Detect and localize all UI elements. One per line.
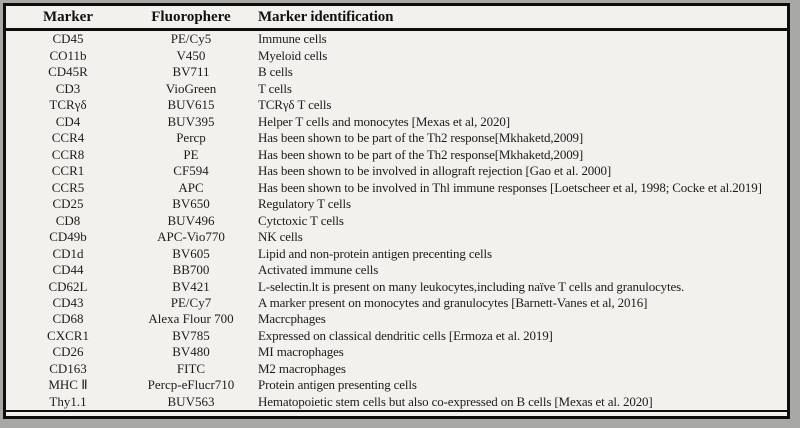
fluorophore-cell: BV711 [172, 64, 210, 80]
fluorophore-cell: PE/Cy7 [170, 294, 212, 310]
table-row: CCR8 PE Has been shown to be part of the… [6, 146, 787, 162]
marker-cell: CCR5 [51, 179, 85, 195]
marker-cell: CD4 [55, 113, 81, 129]
marker-cell: Thy1.1 [49, 393, 87, 409]
table-row: TCRγδ BUV615 TCRγδ T cells [6, 97, 787, 113]
identification-cell: Myeloid cells [258, 47, 328, 63]
table-row: CD49b APC-Vio770 NK cells [6, 229, 787, 245]
marker-cell: CD45R [48, 64, 88, 80]
marker-cell: CD44 [52, 262, 84, 278]
fluorophore-cell: BV785 [172, 327, 210, 343]
identification-cell: Has been shown to be involved in Thl imm… [258, 179, 762, 195]
fluorophore-cell: BV480 [172, 344, 210, 360]
identification-cell: TCRγδ T cells [258, 97, 332, 113]
marker-cell: TCRγδ [49, 97, 87, 113]
identification-cell: Expressed on classical dendritic cells [… [258, 327, 553, 343]
fluorophore-cell: VioGreen [165, 80, 217, 96]
marker-cell: CD1d [52, 245, 84, 261]
fluorophore-cell: CF594 [173, 163, 209, 179]
identification-cell: T cells [258, 80, 292, 96]
fluorophore-cell: BUV496 [167, 212, 215, 228]
table-row: CD1d BV605 Lipid and non-protein antigen… [6, 245, 787, 261]
identification-cell: Has been shown to be part of the Th2 res… [258, 130, 584, 146]
table-body: CD45 PE/Cy5 Immune cells CO11b V450 Myel… [6, 31, 787, 410]
table-row: CD45 PE/Cy5 Immune cells [6, 31, 787, 47]
identification-cell: L-selectin.lt is present on many leukocy… [258, 278, 685, 294]
identification-cell: Macrcphages [258, 311, 326, 327]
identification-cell: B cells [258, 64, 293, 80]
identification-cell: Has been shown to be involved in allogra… [258, 163, 612, 179]
fluorophore-cell: Percp [176, 130, 206, 146]
marker-cell: CD45 [52, 31, 84, 47]
marker-cell: CXCR1 [47, 327, 89, 343]
marker-cell: CCR4 [51, 130, 85, 146]
table-row: Thy1.1 BUV563 Hematopoietic stem cells b… [6, 394, 787, 410]
fluorophore-cell: Percp-eFlucr710 [147, 377, 235, 393]
identification-cell: Cytctoxic T cells [258, 212, 344, 228]
table-row: CD4 BUV395 Helper T cells and monocytes … [6, 113, 787, 129]
marker-cell: CO11b [49, 47, 87, 63]
table-row: CCR4 Percp Has been shown to be part of … [6, 130, 787, 146]
fluorophore-cell: PE [183, 146, 199, 162]
identification-cell: Lipid and non-protein antigen precenting… [258, 245, 492, 261]
marker-panel-table: Marker Fluorophere Marker identification… [3, 3, 790, 419]
table-row: CXCR1 BV785 Expressed on classical dendr… [6, 328, 787, 344]
marker-cell: MHC Ⅱ [48, 377, 88, 393]
table-row: CCR1 CF594 Has been shown to be involved… [6, 163, 787, 179]
table-row: CO11b V450 Myeloid cells [6, 47, 787, 63]
identification-cell: M2 macrophages [258, 360, 346, 376]
identification-cell: Helper T cells and monocytes [Mexas et a… [258, 113, 510, 129]
fluorophore-cell: BV650 [172, 196, 210, 212]
fluorophore-cell: PE/Cy5 [170, 31, 212, 47]
marker-cell: CD25 [52, 196, 84, 212]
identification-cell: Hematopoietic stem cells but also co-exp… [258, 393, 653, 409]
identification-cell: MI macrophages [258, 344, 344, 360]
table-row: CD3 VioGreen T cells [6, 80, 787, 96]
identification-cell: Regulatory T cells [258, 196, 351, 212]
fluorophore-cell: BB700 [172, 262, 210, 278]
fluorophore-cell: FITC [176, 360, 206, 376]
identification-cell: NK cells [258, 229, 303, 245]
table-row: CD8 BUV496 Cytctoxic T cells [6, 212, 787, 228]
marker-cell: CD49b [49, 229, 87, 245]
marker-cell: CCR1 [51, 163, 85, 179]
fluorophore-cell: Alexa Flour 700 [148, 311, 234, 327]
table-row: CCR5 APC Has been shown to be involved i… [6, 179, 787, 195]
table-row: CD25 BV650 Regulatory T cells [6, 196, 787, 212]
identification-cell: Immune cells [258, 31, 327, 47]
fluorophore-cell: BUV615 [167, 97, 215, 113]
marker-cell: CD3 [55, 80, 81, 96]
header-fluorophore: Fluorophere [151, 9, 231, 25]
table-bottom-rule [6, 410, 787, 416]
marker-cell: CD43 [52, 294, 84, 310]
marker-cell: CD8 [55, 212, 81, 228]
table-row: CD62L BV421 L-selectin.lt is present on … [6, 278, 787, 294]
identification-cell: A marker present on monocytes and granul… [258, 294, 648, 310]
table-row: CD45R BV711 B cells [6, 64, 787, 80]
header-marker: Marker [43, 9, 93, 25]
fluorophore-cell: APC [178, 179, 204, 195]
table-header-row: Marker Fluorophere Marker identification [6, 6, 787, 31]
fluorophore-cell: BV421 [172, 278, 210, 294]
table-row: CD68 Alexa Flour 700 Macrcphages [6, 311, 787, 327]
header-identification: Marker identification [258, 9, 394, 25]
identification-cell: Activated immune cells [258, 262, 379, 278]
fluorophore-cell: BUV395 [167, 113, 215, 129]
table-row: CD43 PE/Cy7 A marker present on monocyte… [6, 295, 787, 311]
fluorophore-cell: BV605 [172, 245, 210, 261]
fluorophore-cell: APC-Vio770 [157, 229, 225, 245]
identification-cell: Protein antigen presenting cells [258, 377, 417, 393]
marker-cell: CD62L [48, 278, 88, 294]
table-row: CD44 BB700 Activated immune cells [6, 262, 787, 278]
fluorophore-cell: BUV563 [167, 393, 215, 409]
table-row: CD26 BV480 MI macrophages [6, 344, 787, 360]
marker-cell: CD68 [52, 311, 84, 327]
marker-cell: CD163 [49, 360, 87, 376]
marker-cell: CCR8 [51, 146, 85, 162]
marker-cell: CD26 [52, 344, 84, 360]
fluorophore-cell: V450 [176, 47, 206, 63]
table-row: CD163 FITC M2 macrophages [6, 361, 787, 377]
table-row: MHC Ⅱ Percp-eFlucr710 Protein antigen pr… [6, 377, 787, 393]
identification-cell: Has been shown to be part of the Th2 res… [258, 146, 584, 162]
